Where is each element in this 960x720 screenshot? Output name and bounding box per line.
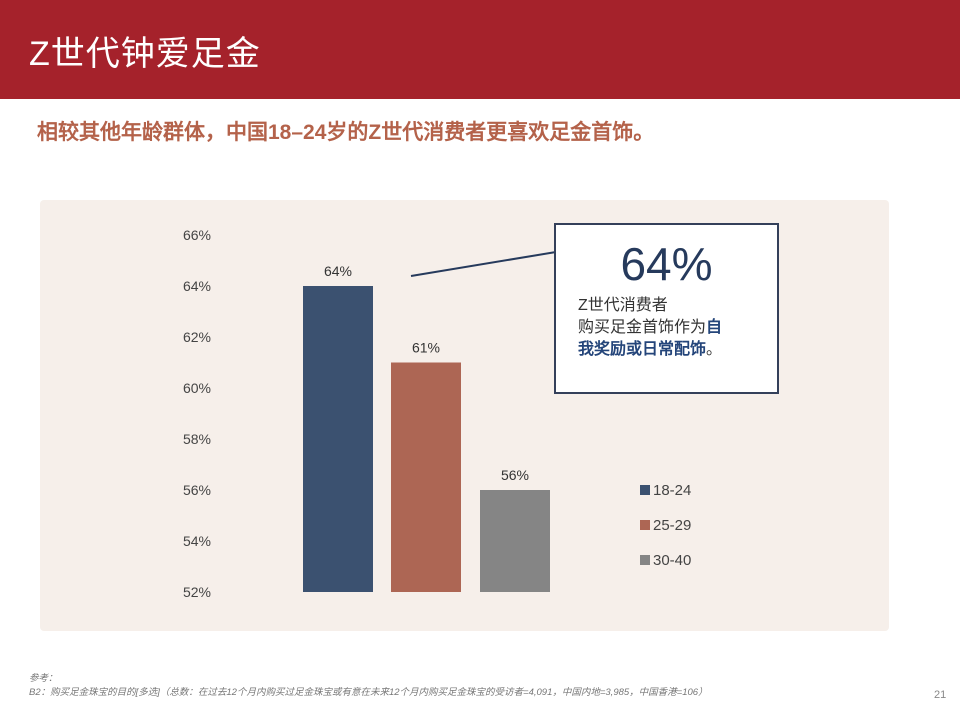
header-bar: Z世代钟爱足金 bbox=[0, 0, 960, 99]
data-label-30-40: 56% bbox=[501, 467, 529, 483]
callout-line-2-plain: 购买足金首饰作为 bbox=[578, 319, 707, 336]
callout-line-2: 购买足金首饰作为自 bbox=[578, 317, 773, 339]
callout-connector-line bbox=[410, 251, 557, 277]
legend-label-30-40: 30-40 bbox=[653, 552, 691, 569]
y-tick-label: 66% bbox=[183, 227, 211, 243]
bar-25-29 bbox=[391, 362, 461, 592]
legend-swatch-18-24 bbox=[640, 485, 650, 495]
page-subtitle: 相较其他年龄群体，中国18–24岁的Z世代消费者更喜欢足金首饰。 bbox=[37, 121, 655, 144]
y-tick-label: 54% bbox=[183, 533, 211, 549]
callout-line-3-highlight: 我奖励或日常配饰 bbox=[578, 341, 707, 358]
bar-30-40 bbox=[480, 490, 550, 592]
bar-18-24 bbox=[303, 286, 373, 592]
y-tick-label: 60% bbox=[183, 380, 211, 396]
y-tick-label: 58% bbox=[183, 431, 211, 447]
callout-text: Z世代消费者 购买足金首饰作为自 我奖励或日常配饰。 bbox=[578, 295, 773, 361]
callout-box: 64% Z世代消费者 购买足金首饰作为自 我奖励或日常配饰。 bbox=[554, 223, 779, 394]
legend-swatch-30-40 bbox=[640, 555, 650, 565]
callout-line-3-plain: 。 bbox=[706, 341, 723, 358]
page-number: 21 bbox=[934, 689, 947, 701]
y-tick-label: 62% bbox=[183, 329, 211, 345]
data-label-18-24: 64% bbox=[324, 263, 352, 279]
legend-swatch-25-29 bbox=[640, 520, 650, 530]
legend-label-18-24: 18-24 bbox=[653, 482, 691, 499]
callout-line-3: 我奖励或日常配饰。 bbox=[578, 339, 773, 361]
y-tick-label: 64% bbox=[183, 278, 211, 294]
y-tick-label: 56% bbox=[183, 482, 211, 498]
callout-line-2-highlight: 自 bbox=[706, 319, 723, 336]
page-title: Z世代钟爱足金 bbox=[29, 35, 261, 73]
callout-line-1: Z世代消费者 bbox=[578, 297, 668, 314]
footnote-label: 参考： bbox=[29, 673, 58, 684]
callout-value: 64% bbox=[620, 238, 713, 290]
footnote: 参考： B2：购买足金珠宝的目的[多选]（总数：在过去12个月内购买过足金珠宝或… bbox=[29, 672, 708, 700]
data-label-25-29: 61% bbox=[412, 340, 440, 356]
y-tick-label: 52% bbox=[183, 584, 211, 600]
legend-label-25-29: 25-29 bbox=[653, 517, 691, 534]
footnote-text: B2：购买足金珠宝的目的[多选]（总数：在过去12个月内购买过足金珠宝或有意在未… bbox=[29, 687, 708, 698]
